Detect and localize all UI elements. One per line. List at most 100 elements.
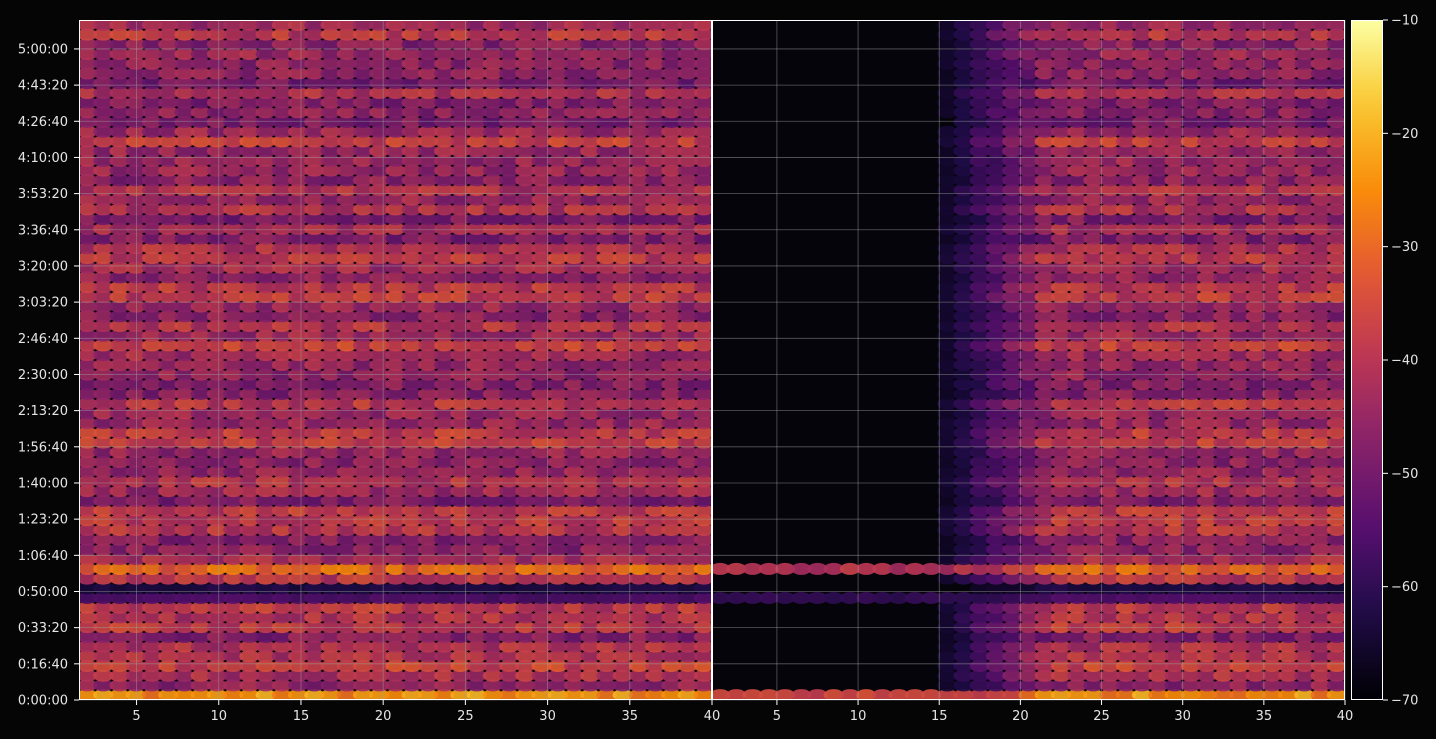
heatmap-cell [515,679,536,692]
heatmap-cell [369,358,390,371]
heatmap-cell [482,135,503,148]
heatmap-cell [1261,116,1283,128]
heatmap-cell [1018,388,1039,400]
heatmap-cell [499,514,520,527]
heatmap-cell [645,164,666,177]
heatmap-cell [563,96,585,109]
heatmap-cell [1002,417,1023,430]
heatmap-cell [953,349,974,362]
heatmap-cell [304,290,325,303]
heatmap-cell [612,252,633,264]
heatmap-cell [401,38,422,51]
heatmap-cell [1148,203,1169,216]
heatmap-cell [109,38,130,51]
heatmap-cell [141,446,163,459]
heatmap-cell [499,621,520,634]
heatmap-cell [1180,621,1201,634]
heatmap-cell [499,504,520,517]
heatmap-cell [482,281,503,294]
heatmap-cell [693,213,712,226]
heatmap-cell [206,524,228,536]
heatmap-cell [547,261,568,274]
heatmap-cell [1196,601,1218,614]
heatmap-cell [1164,514,1185,527]
heatmap-cell [580,669,601,682]
heatmap-cell [1229,592,1250,604]
heatmap-cell [1196,232,1218,245]
heatmap-cell [1196,213,1218,226]
heatmap-cell [1326,601,1345,614]
heatmap-cell [1002,145,1023,158]
heatmap-cell [1229,475,1250,488]
heatmap-cell [93,222,114,235]
heatmap-cell [352,358,374,371]
heatmap-cell [1148,57,1169,70]
heatmap-cell [1067,184,1088,196]
heatmap-cell [1229,67,1250,80]
heatmap-cell [953,504,974,517]
heatmap-cell [1132,611,1153,624]
heatmap-cell [239,77,260,90]
heatmap-cell [174,290,195,303]
heatmap-cell [1294,28,1315,41]
heatmap-cell [158,679,179,692]
heatmap-cell [288,397,309,410]
heatmap-cell [141,689,163,700]
heatmap-cell [223,640,244,653]
heatmap-cell [645,67,666,80]
heatmap-cell [1213,456,1234,468]
heatmap-cell [1083,533,1104,546]
heatmap-cell [417,669,439,682]
heatmap-cell [1018,193,1039,206]
heatmap-cell [352,611,374,624]
heatmap-cell [580,485,601,498]
heatmap-cell [320,339,341,352]
heatmap-cell [1067,232,1088,245]
heatmap-cell [1002,533,1023,546]
heatmap-cell [969,660,990,672]
heatmap-cell [515,514,536,527]
heatmap-cell [1278,592,1299,604]
heatmap-cell [1083,184,1104,196]
heatmap-cell [255,154,276,167]
heatmap-cell [174,679,195,692]
heatmap-cell [1310,640,1331,653]
heatmap-cell [645,261,666,274]
heatmap-cell [1018,174,1039,187]
heatmap-cell [109,524,130,536]
heatmap-cell [158,349,179,362]
heatmap-cell [93,601,114,614]
heatmap-cell [1050,252,1072,264]
heatmap-cell [417,349,439,362]
heatmap-cell [369,601,390,614]
heatmap-cell [661,38,682,51]
heatmap-cell [515,154,536,167]
heatmap-cell [93,57,114,70]
heatmap-cell [1180,281,1201,294]
heatmap-cell [1148,77,1169,90]
heatmap-cell [239,281,260,294]
heatmap-cell [563,281,585,294]
heatmap-cell [1018,621,1039,634]
heatmap-cell [385,116,406,128]
heatmap-cell [1067,640,1088,653]
heatmap-cell [677,592,698,604]
heatmap-cell [1213,67,1234,80]
heatmap-cell [288,679,309,692]
heatmap-cell [1115,57,1136,70]
heatmap-cell [125,650,146,663]
heatmap-cell [434,514,455,527]
heatmap-cell [969,77,990,90]
heatmap-cell [515,116,536,128]
heatmap-cell [1164,553,1185,566]
heatmap-cell [288,329,309,342]
heatmap-cell [937,456,958,468]
heatmap-cell [109,28,130,41]
heatmap-cell [1196,689,1218,700]
heatmap-cell [1294,475,1315,488]
heatmap-cell [174,86,195,99]
heatmap-cell [93,300,114,313]
heatmap-cell [612,213,633,226]
heatmap-cell [1245,86,1266,99]
heatmap-cell [1148,446,1169,459]
